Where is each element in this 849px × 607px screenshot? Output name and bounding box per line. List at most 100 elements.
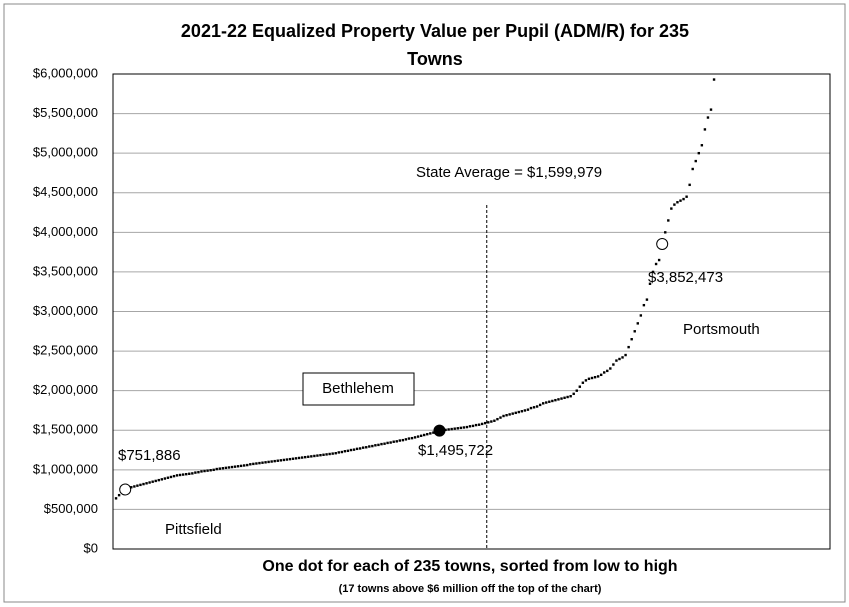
dot bbox=[398, 439, 401, 442]
dot bbox=[590, 376, 594, 380]
dot bbox=[596, 375, 600, 378]
y-tick-label: $1,500,000 bbox=[33, 422, 98, 437]
x-axis-note: (17 towns above $6 million off the top o… bbox=[339, 583, 602, 595]
dot bbox=[355, 447, 359, 451]
dot bbox=[255, 462, 258, 465]
dot bbox=[218, 467, 221, 470]
dot bbox=[407, 437, 411, 440]
dot bbox=[548, 400, 551, 403]
dot bbox=[166, 476, 170, 479]
y-tick-label: $1,000,000 bbox=[33, 461, 98, 476]
dot bbox=[618, 357, 621, 361]
dot bbox=[337, 451, 340, 454]
dot bbox=[529, 406, 533, 410]
dot bbox=[252, 462, 255, 466]
dot bbox=[523, 409, 527, 412]
dot bbox=[264, 461, 267, 464]
y-tick-label: $500,000 bbox=[44, 501, 98, 516]
dot bbox=[377, 443, 380, 447]
dot bbox=[163, 477, 167, 480]
dot bbox=[487, 421, 490, 424]
dot bbox=[578, 385, 582, 388]
dot bbox=[249, 463, 252, 466]
dot bbox=[484, 421, 487, 425]
y-tick-label: $2,000,000 bbox=[33, 382, 98, 397]
dot bbox=[246, 463, 249, 467]
y-tick-label: $2,500,000 bbox=[33, 343, 98, 358]
highlight-value: $1,495,722 bbox=[418, 442, 493, 459]
dot bbox=[447, 428, 450, 431]
dot bbox=[304, 455, 307, 459]
dot bbox=[258, 461, 261, 465]
dot bbox=[694, 159, 697, 163]
x-axis-label: One dot for each of 235 towns, sorted fr… bbox=[262, 558, 677, 575]
town-label: Portsmouth bbox=[683, 321, 760, 338]
dot bbox=[575, 389, 578, 392]
dot bbox=[160, 478, 164, 481]
dot bbox=[703, 128, 707, 131]
dot bbox=[368, 445, 371, 448]
dot bbox=[270, 460, 273, 463]
dot bbox=[410, 436, 414, 440]
dot bbox=[615, 359, 618, 362]
dot bbox=[209, 469, 212, 472]
dot bbox=[328, 452, 331, 456]
dot bbox=[477, 423, 481, 426]
dot bbox=[401, 438, 405, 442]
y-tick-label: $0 bbox=[84, 540, 98, 555]
dot bbox=[185, 472, 188, 476]
dot bbox=[386, 441, 389, 445]
dot bbox=[627, 345, 630, 349]
dot bbox=[331, 452, 334, 455]
dot bbox=[697, 151, 701, 155]
dot bbox=[282, 458, 286, 462]
dot bbox=[380, 442, 383, 446]
chart-border bbox=[3, 3, 846, 603]
dot bbox=[657, 258, 661, 262]
dot bbox=[645, 298, 649, 301]
dot bbox=[654, 262, 658, 266]
dot bbox=[172, 474, 176, 478]
dot bbox=[532, 406, 536, 409]
dot bbox=[450, 427, 453, 431]
dot bbox=[352, 448, 356, 451]
highlight-dot bbox=[433, 424, 446, 437]
dot bbox=[130, 486, 133, 489]
dot bbox=[383, 442, 386, 445]
dot bbox=[157, 478, 160, 482]
dot bbox=[444, 428, 447, 432]
dot bbox=[551, 399, 554, 403]
dot bbox=[682, 197, 685, 201]
dot bbox=[566, 395, 569, 399]
dot bbox=[233, 465, 237, 468]
dot bbox=[624, 353, 627, 357]
dot bbox=[538, 403, 542, 407]
dot bbox=[197, 471, 200, 474]
dot bbox=[468, 425, 472, 428]
dot bbox=[545, 401, 548, 404]
chart-title: 2021-22 Equalized Property Value per Pup… bbox=[181, 21, 689, 41]
y-tick-label: $4,500,000 bbox=[33, 184, 98, 199]
dot bbox=[535, 405, 539, 408]
dot bbox=[493, 419, 496, 422]
dot bbox=[706, 116, 710, 119]
dot bbox=[310, 455, 313, 458]
dot bbox=[630, 338, 633, 341]
dot bbox=[215, 467, 218, 471]
dot bbox=[569, 395, 572, 398]
dot bbox=[514, 411, 517, 415]
dot bbox=[499, 416, 502, 419]
dot bbox=[365, 446, 368, 449]
dot bbox=[200, 470, 203, 473]
dot bbox=[584, 379, 588, 382]
dot bbox=[490, 420, 493, 423]
average-label: State Average = $1,599,979 bbox=[416, 164, 602, 181]
dot bbox=[343, 450, 347, 453]
dot bbox=[612, 363, 615, 366]
dot bbox=[563, 396, 566, 399]
dot bbox=[371, 444, 374, 448]
dot bbox=[212, 468, 215, 472]
dot bbox=[676, 201, 679, 204]
dot bbox=[606, 369, 609, 373]
dot bbox=[178, 473, 182, 477]
